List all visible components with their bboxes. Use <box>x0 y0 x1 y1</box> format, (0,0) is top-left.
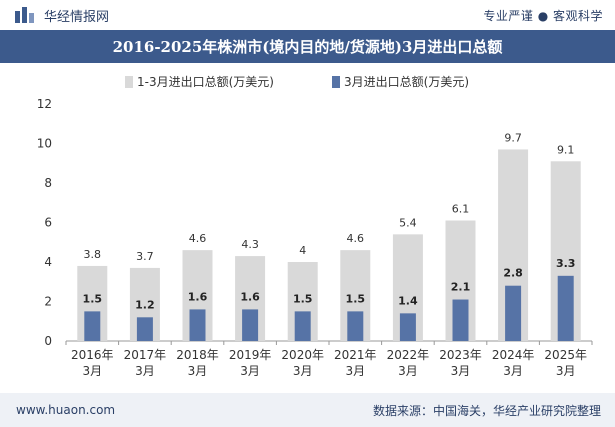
data-label-march: 1.5 <box>83 292 103 305</box>
title-bar: 2016-2025年株洲市(境内目的地/货源地)3月进出口总额 <box>0 30 615 63</box>
data-source: 数据来源：中国海关，华经产业研究院整理 <box>372 403 601 418</box>
brand-name: 华经情报网 <box>44 9 110 25</box>
footer-url[interactable]: www.huaon.com <box>16 403 116 417</box>
data-label-total: 4.3 <box>241 238 259 251</box>
x-tick-label-year: 2023年 <box>439 348 482 362</box>
x-tick-label-year: 2020年 <box>281 348 324 362</box>
bar-march <box>452 299 469 341</box>
x-tick-label-month: 3月 <box>556 364 576 378</box>
bar-march <box>505 285 522 341</box>
legend-swatch-total <box>125 76 133 88</box>
legend-label-march: 3月进出口总额(万美元) <box>344 75 469 89</box>
data-label-march: 1.2 <box>135 298 155 311</box>
y-tick-label: 4 <box>44 255 52 269</box>
x-tick-label-month: 3月 <box>82 364 102 378</box>
data-label-total: 3.7 <box>136 250 154 263</box>
data-label-total: 4 <box>299 244 306 257</box>
data-label-march: 1.6 <box>188 290 208 303</box>
x-tick-label-year: 2025年 <box>544 348 587 362</box>
x-tick-label-month: 3月 <box>293 364 313 378</box>
legend-swatch-march <box>332 76 340 88</box>
bar-march <box>399 313 416 341</box>
brand: 华经情报网 <box>14 6 109 25</box>
data-label-march: 2.1 <box>451 281 471 294</box>
data-label-total: 6.1 <box>452 203 470 216</box>
data-label-march: 2.8 <box>503 267 523 280</box>
x-tick-label-year: 2018年 <box>176 348 219 362</box>
y-tick-label: 6 <box>44 216 52 230</box>
data-label-march: 1.5 <box>346 292 366 305</box>
footer: www.huaon.com 数据来源：中国海关，华经产业研究院整理 <box>0 393 615 427</box>
tagline: 专业严谨 ● 客观科学 <box>483 8 603 23</box>
data-label-march: 1.4 <box>398 294 418 307</box>
data-label-total: 9.1 <box>557 143 575 156</box>
bar-march <box>347 311 364 341</box>
bar-chart: 1-3月进出口总额(万美元) 3月进出口总额(万美元) 0 2 4 6 8 10 12 3.8 1.… <box>37 75 593 378</box>
data-label-march: 1.6 <box>240 290 260 303</box>
x-tick-label-month: 3月 <box>503 364 523 378</box>
bar-march <box>242 309 259 341</box>
x-tick-label-month: 3月 <box>188 364 208 378</box>
chart-title: 2016-2025年株洲市(境内目的地/货源地)3月进出口总额 <box>112 38 503 56</box>
bar-logo-icon <box>15 7 34 23</box>
data-label-march: 1.5 <box>293 292 313 305</box>
bar-march <box>189 309 206 341</box>
y-tick-label: 10 <box>37 137 52 151</box>
data-label-march: 3.3 <box>556 257 576 270</box>
bar-march <box>294 311 311 341</box>
x-tick-label-month: 3月 <box>240 364 260 378</box>
y-tick-label: 0 <box>44 334 52 348</box>
x-tick-label-month: 3月 <box>135 364 155 378</box>
top-bar: 华经情报网 专业严谨 ● 客观科学 <box>0 0 615 30</box>
bar-march <box>136 317 153 341</box>
x-tick-label-month: 3月 <box>451 364 471 378</box>
x-tick-label-month: 3月 <box>345 364 365 378</box>
x-tick-label-year: 2016年 <box>71 348 114 362</box>
data-label-total: 5.4 <box>399 216 417 229</box>
y-tick-label: 2 <box>44 295 52 309</box>
y-tick-label: 8 <box>44 176 52 190</box>
x-tick-label-year: 2022年 <box>387 348 430 362</box>
x-tick-label-year: 2024年 <box>492 348 535 362</box>
legend-label-total: 1-3月进出口总额(万美元) <box>137 75 274 89</box>
data-label-total: 9.7 <box>504 131 522 144</box>
data-label-total: 3.8 <box>84 248 102 261</box>
x-tick-label-year: 2017年 <box>124 348 167 362</box>
y-tick-label: 12 <box>37 97 52 111</box>
x-tick-label-year: 2019年 <box>229 348 272 362</box>
x-tick-label-year: 2021年 <box>334 348 377 362</box>
x-tick-label-month: 3月 <box>398 364 418 378</box>
bar-march <box>84 311 101 341</box>
data-label-total: 4.6 <box>189 232 207 245</box>
data-label-total: 4.6 <box>347 232 365 245</box>
bar-march <box>557 275 574 341</box>
